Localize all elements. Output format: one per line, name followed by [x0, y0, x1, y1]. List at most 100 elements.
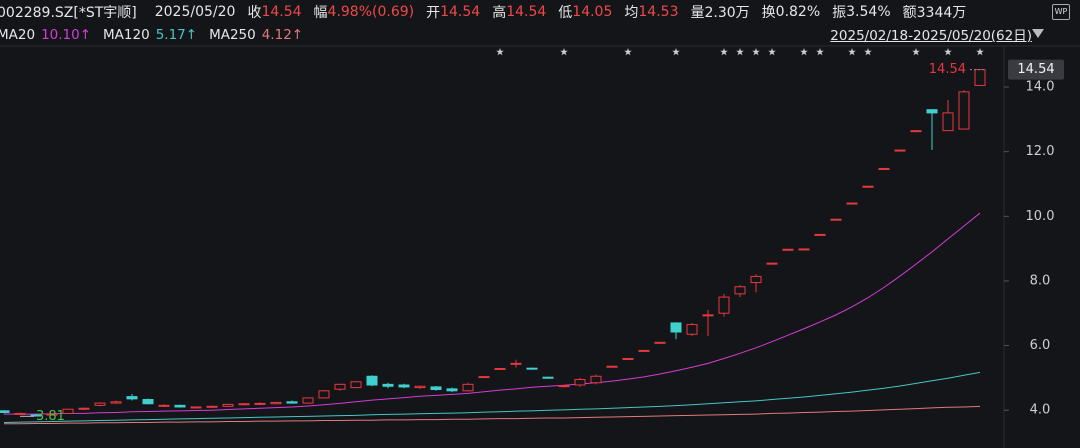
- quote-value: 14.05: [572, 4, 613, 20]
- quote-label: 低: [558, 5, 573, 21]
- candle-body: [798, 248, 810, 251]
- y-tick-label: 6.0: [1030, 338, 1051, 353]
- candle-body: [942, 112, 954, 132]
- security: 002289.SZ[*ST宇顺]: [0, 5, 137, 21]
- event-star: [976, 48, 984, 56]
- candle-body: [110, 401, 122, 404]
- last-price-tag: 14.54: [1017, 62, 1054, 77]
- candle-body: [910, 130, 922, 133]
- icon[interactable]: WP: [1052, 4, 1070, 20]
- candle-body: [350, 381, 362, 389]
- ma-line: [4, 405, 981, 425]
- candle-body: [702, 314, 714, 317]
- ma-name: MA20: [0, 27, 36, 43]
- candle-body: [398, 384, 410, 388]
- event-star: [624, 48, 632, 56]
- event-star: [944, 48, 952, 56]
- event-star: [672, 48, 680, 56]
- candle-body: [686, 324, 698, 335]
- candle-body: [734, 286, 746, 295]
- last-price-label: 14.54: [929, 62, 966, 77]
- quote-bar: 002289.SZ[*ST宇顺] 2025/05/20 收 14.54 幅 4.98%…: [0, 1, 966, 23]
- candle-body: [142, 399, 154, 405]
- quote-value: 14.54: [506, 4, 547, 20]
- candle-body: [590, 375, 602, 384]
- y-tick-label: 14.0: [1026, 80, 1055, 95]
- quote-label: 高: [492, 5, 507, 21]
- ma-value: 4.12↑: [261, 27, 304, 43]
- candle-body: [750, 275, 762, 284]
- candle-body: [862, 185, 874, 188]
- ma-line: [4, 212, 981, 415]
- quote-value: 2.30万: [704, 5, 750, 21]
- ma-legend: MA20 10.10↑ MA120 5.17↑ MA250 4.12↑: [0, 24, 303, 46]
- candle-body: [830, 218, 842, 221]
- candle-body: [94, 402, 106, 406]
- event-star: [496, 48, 504, 56]
- candle-body: [622, 357, 634, 360]
- low-label: 3.81: [36, 409, 65, 424]
- quote-label: 额: [902, 5, 917, 21]
- candle-body: [670, 322, 682, 333]
- candle-body: [318, 390, 330, 399]
- candle-body: [526, 367, 538, 370]
- candle-body: [478, 376, 490, 379]
- candle-body: [782, 248, 794, 251]
- ma-name: MA250: [209, 27, 256, 43]
- candle-body: [446, 388, 458, 392]
- dropdown-arrow[interactable]: [1032, 29, 1044, 38]
- candle-body: [414, 385, 426, 389]
- candle-body: [510, 362, 522, 365]
- candle-body: [894, 149, 906, 152]
- event-star: [560, 48, 568, 56]
- candle-body: [606, 365, 618, 368]
- quote-value: 4.98%(0.69): [327, 4, 415, 20]
- candle-body: [638, 349, 650, 352]
- ma-value: 10.10↑: [41, 27, 92, 43]
- quote-label: 均: [624, 5, 639, 21]
- candle-body: [206, 405, 218, 408]
- candle-body: [926, 109, 938, 114]
- y-tick-label: 8.0: [1030, 273, 1051, 288]
- candle-body: [14, 412, 26, 415]
- ma-line: [3, 371, 981, 423]
- quote-value: 0.82%: [775, 4, 821, 20]
- quote-label: 开: [426, 5, 441, 21]
- quote-label: 幅: [313, 5, 328, 21]
- candle-body: [494, 368, 506, 371]
- date-range[interactable]: 2025/02/18-2025/05/20(62日): [830, 28, 1032, 44]
- date: 2025/05/20: [154, 4, 236, 20]
- candle-body: [46, 413, 58, 416]
- candle-body: [334, 383, 346, 390]
- candle-body: [126, 396, 138, 400]
- event-star: [720, 48, 728, 56]
- candle-body: [878, 167, 890, 170]
- candle-body: [366, 375, 378, 386]
- candle-body: [190, 406, 202, 409]
- event-star: [752, 48, 760, 56]
- quote-label: 收: [247, 5, 262, 21]
- candle-body: [814, 233, 826, 236]
- candle-body: [62, 408, 74, 414]
- quote-value: 14.53: [638, 4, 679, 20]
- candle-body: [542, 376, 554, 379]
- candle-body: [0, 410, 10, 413]
- quote-value: 14.54: [440, 4, 481, 20]
- candle-body: [238, 403, 250, 406]
- candle-body: [286, 401, 298, 404]
- y-tick-label: 12.0: [1026, 144, 1055, 159]
- candle-body: [30, 414, 42, 417]
- candle-body: [718, 296, 730, 314]
- event-star: [848, 48, 856, 56]
- candle-body: [846, 202, 858, 205]
- candle-body: [78, 407, 90, 410]
- candle-body: [574, 378, 586, 386]
- candle-body: [558, 385, 570, 388]
- candle-body: [462, 383, 474, 392]
- ma-value: 5.17↑: [155, 27, 198, 43]
- candle-body: [222, 403, 234, 407]
- quote-value: 14.54: [261, 4, 302, 20]
- quote-value: 3344万: [916, 5, 967, 21]
